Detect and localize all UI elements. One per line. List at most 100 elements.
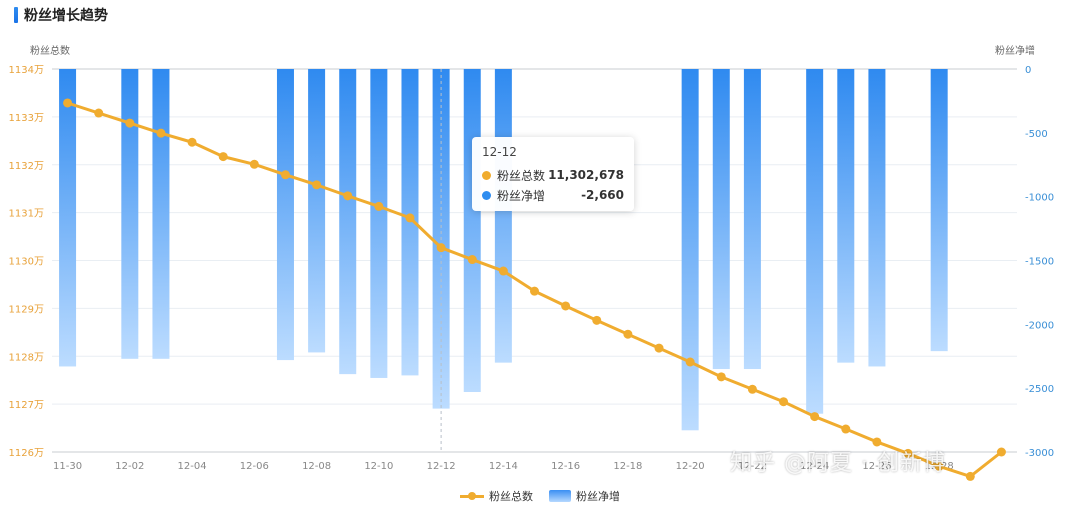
legend-bar-icon: [549, 490, 571, 502]
line-point-12-08: [312, 180, 322, 190]
line-point-12-24: [810, 412, 820, 422]
watermark: 知乎 @阿夏 · 创新博: [730, 451, 946, 476]
tooltip-net-dot-icon: [482, 190, 491, 200]
line-point-12-05: [218, 152, 228, 162]
bar-11-30: [59, 69, 77, 367]
x-tick-label: 12-10: [364, 461, 393, 472]
legend-label-total: 粉丝总数: [489, 490, 533, 503]
line-point-12-01: [94, 108, 104, 118]
x-tick-label: 12-20: [676, 461, 705, 472]
x-tick-label: 12-02: [115, 461, 144, 472]
chart-legend: 粉丝总数 粉丝净增: [460, 488, 636, 504]
x-tick-label: 12-08: [302, 461, 331, 472]
x-tick-label: 12-18: [613, 461, 642, 472]
line-point-12-03: [156, 128, 166, 138]
line-point-12-02: [125, 118, 135, 128]
line-point-12-22: [747, 384, 757, 394]
line-point-12-19: [654, 343, 664, 353]
line-point-11-30: [63, 98, 73, 108]
bar-12-25: [837, 69, 855, 363]
line-point-12-18: [623, 329, 633, 339]
line-point-12-27: [903, 448, 913, 458]
bar-12-08: [308, 69, 326, 353]
line-point-12-04: [187, 137, 197, 147]
bar-12-13: [463, 69, 481, 392]
line-point-12-09: [343, 191, 353, 201]
tooltip-row-total: 粉丝总数 11,302,678: [482, 167, 624, 183]
line-point-12-17: [592, 315, 602, 325]
bar-12-20: [681, 69, 699, 431]
right-tick-label: -500: [1025, 129, 1048, 140]
right-tick-label: -2000: [1025, 320, 1054, 331]
chart-tooltip: 12-12 粉丝总数 11,302,678 粉丝净增 -2,660: [472, 137, 634, 211]
legend-item-net[interactable]: 粉丝净增: [549, 488, 620, 504]
x-tick-label: 12-12: [427, 461, 456, 472]
left-tick-label: 1129万: [9, 304, 44, 315]
right-axis-title: 粉丝净增: [995, 44, 1035, 57]
x-tick-label: 12-24: [800, 461, 829, 472]
line-point-12-29: [965, 471, 975, 481]
bar-12-28: [930, 69, 948, 352]
right-tick-label: -2500: [1025, 384, 1054, 395]
line-point-12-15: [530, 286, 539, 296]
tooltip-total-label: 粉丝总数: [497, 168, 546, 183]
bar-12-07: [276, 69, 294, 361]
line-point-12-06: [249, 159, 259, 169]
bar-12-10: [370, 69, 388, 378]
right-tick-label: -1000: [1025, 193, 1054, 204]
x-tick-label: 12-06: [240, 461, 269, 472]
legend-item-total[interactable]: 粉丝总数: [460, 488, 533, 504]
legend-label-net: 粉丝净增: [576, 490, 620, 503]
title-accent-bar: [14, 7, 18, 23]
left-tick-label: 1133万: [9, 113, 44, 124]
bar-12-03: [152, 69, 170, 359]
tooltip-total-value: 11,302,678: [548, 168, 624, 182]
line-point-12-25: [841, 424, 851, 434]
line-point-12-23: [779, 397, 789, 407]
left-axis-title: 粉丝总数: [30, 44, 70, 57]
bar-12-21: [712, 69, 730, 370]
x-tick-label: 12-14: [489, 461, 518, 472]
left-tick-label: 1131万: [9, 209, 44, 220]
bar-12-26: [868, 69, 886, 367]
legend-line-icon: [460, 491, 484, 500]
line-point-12-30: [996, 447, 1006, 457]
bar-12-14: [494, 69, 512, 363]
x-tick-label: 12-16: [551, 461, 580, 472]
left-tick-label: 1130万: [9, 257, 44, 268]
line-point-12-14: [498, 266, 508, 276]
bar-12-22: [743, 69, 761, 370]
right-tick-label: -1500: [1025, 257, 1054, 268]
chart-header: 粉丝增长趋势: [14, 6, 108, 24]
left-tick-label: 1127万: [9, 400, 44, 411]
bar-12-24: [806, 69, 824, 414]
line-point-12-28: [934, 461, 944, 471]
x-tick-label: 12-26: [862, 461, 891, 472]
line-point-12-21: [716, 372, 726, 382]
chart-title: 粉丝增长趋势: [24, 8, 108, 24]
x-tick-label: 12-04: [178, 461, 207, 472]
line-point-12-13: [467, 255, 477, 265]
tooltip-total-dot-icon: [482, 170, 491, 180]
left-tick-label: 1132万: [9, 161, 44, 172]
line-point-12-12: [436, 243, 446, 253]
bar-12-02: [121, 69, 139, 359]
line-point-12-07: [280, 170, 290, 180]
x-tick-label: 12-22: [738, 461, 767, 472]
tooltip-date: 12-12: [482, 145, 517, 159]
line-point-12-16: [561, 301, 571, 311]
left-tick-label: 1134万: [9, 65, 44, 76]
bar-12-09: [339, 69, 357, 375]
tooltip-net-label: 粉丝净增: [497, 188, 546, 203]
line-point-12-11: [405, 213, 415, 223]
tooltip-net-value: -2,660: [581, 188, 624, 202]
line-point-12-20: [685, 357, 695, 367]
right-tick-label: -3000: [1025, 448, 1054, 459]
x-tick-label: 11-30: [53, 461, 82, 472]
right-tick-label: 0: [1025, 65, 1031, 76]
line-point-12-26: [872, 437, 882, 447]
left-tick-label: 1126万: [9, 448, 44, 459]
left-tick-label: 1128万: [9, 352, 44, 363]
line-point-12-10: [374, 201, 384, 211]
